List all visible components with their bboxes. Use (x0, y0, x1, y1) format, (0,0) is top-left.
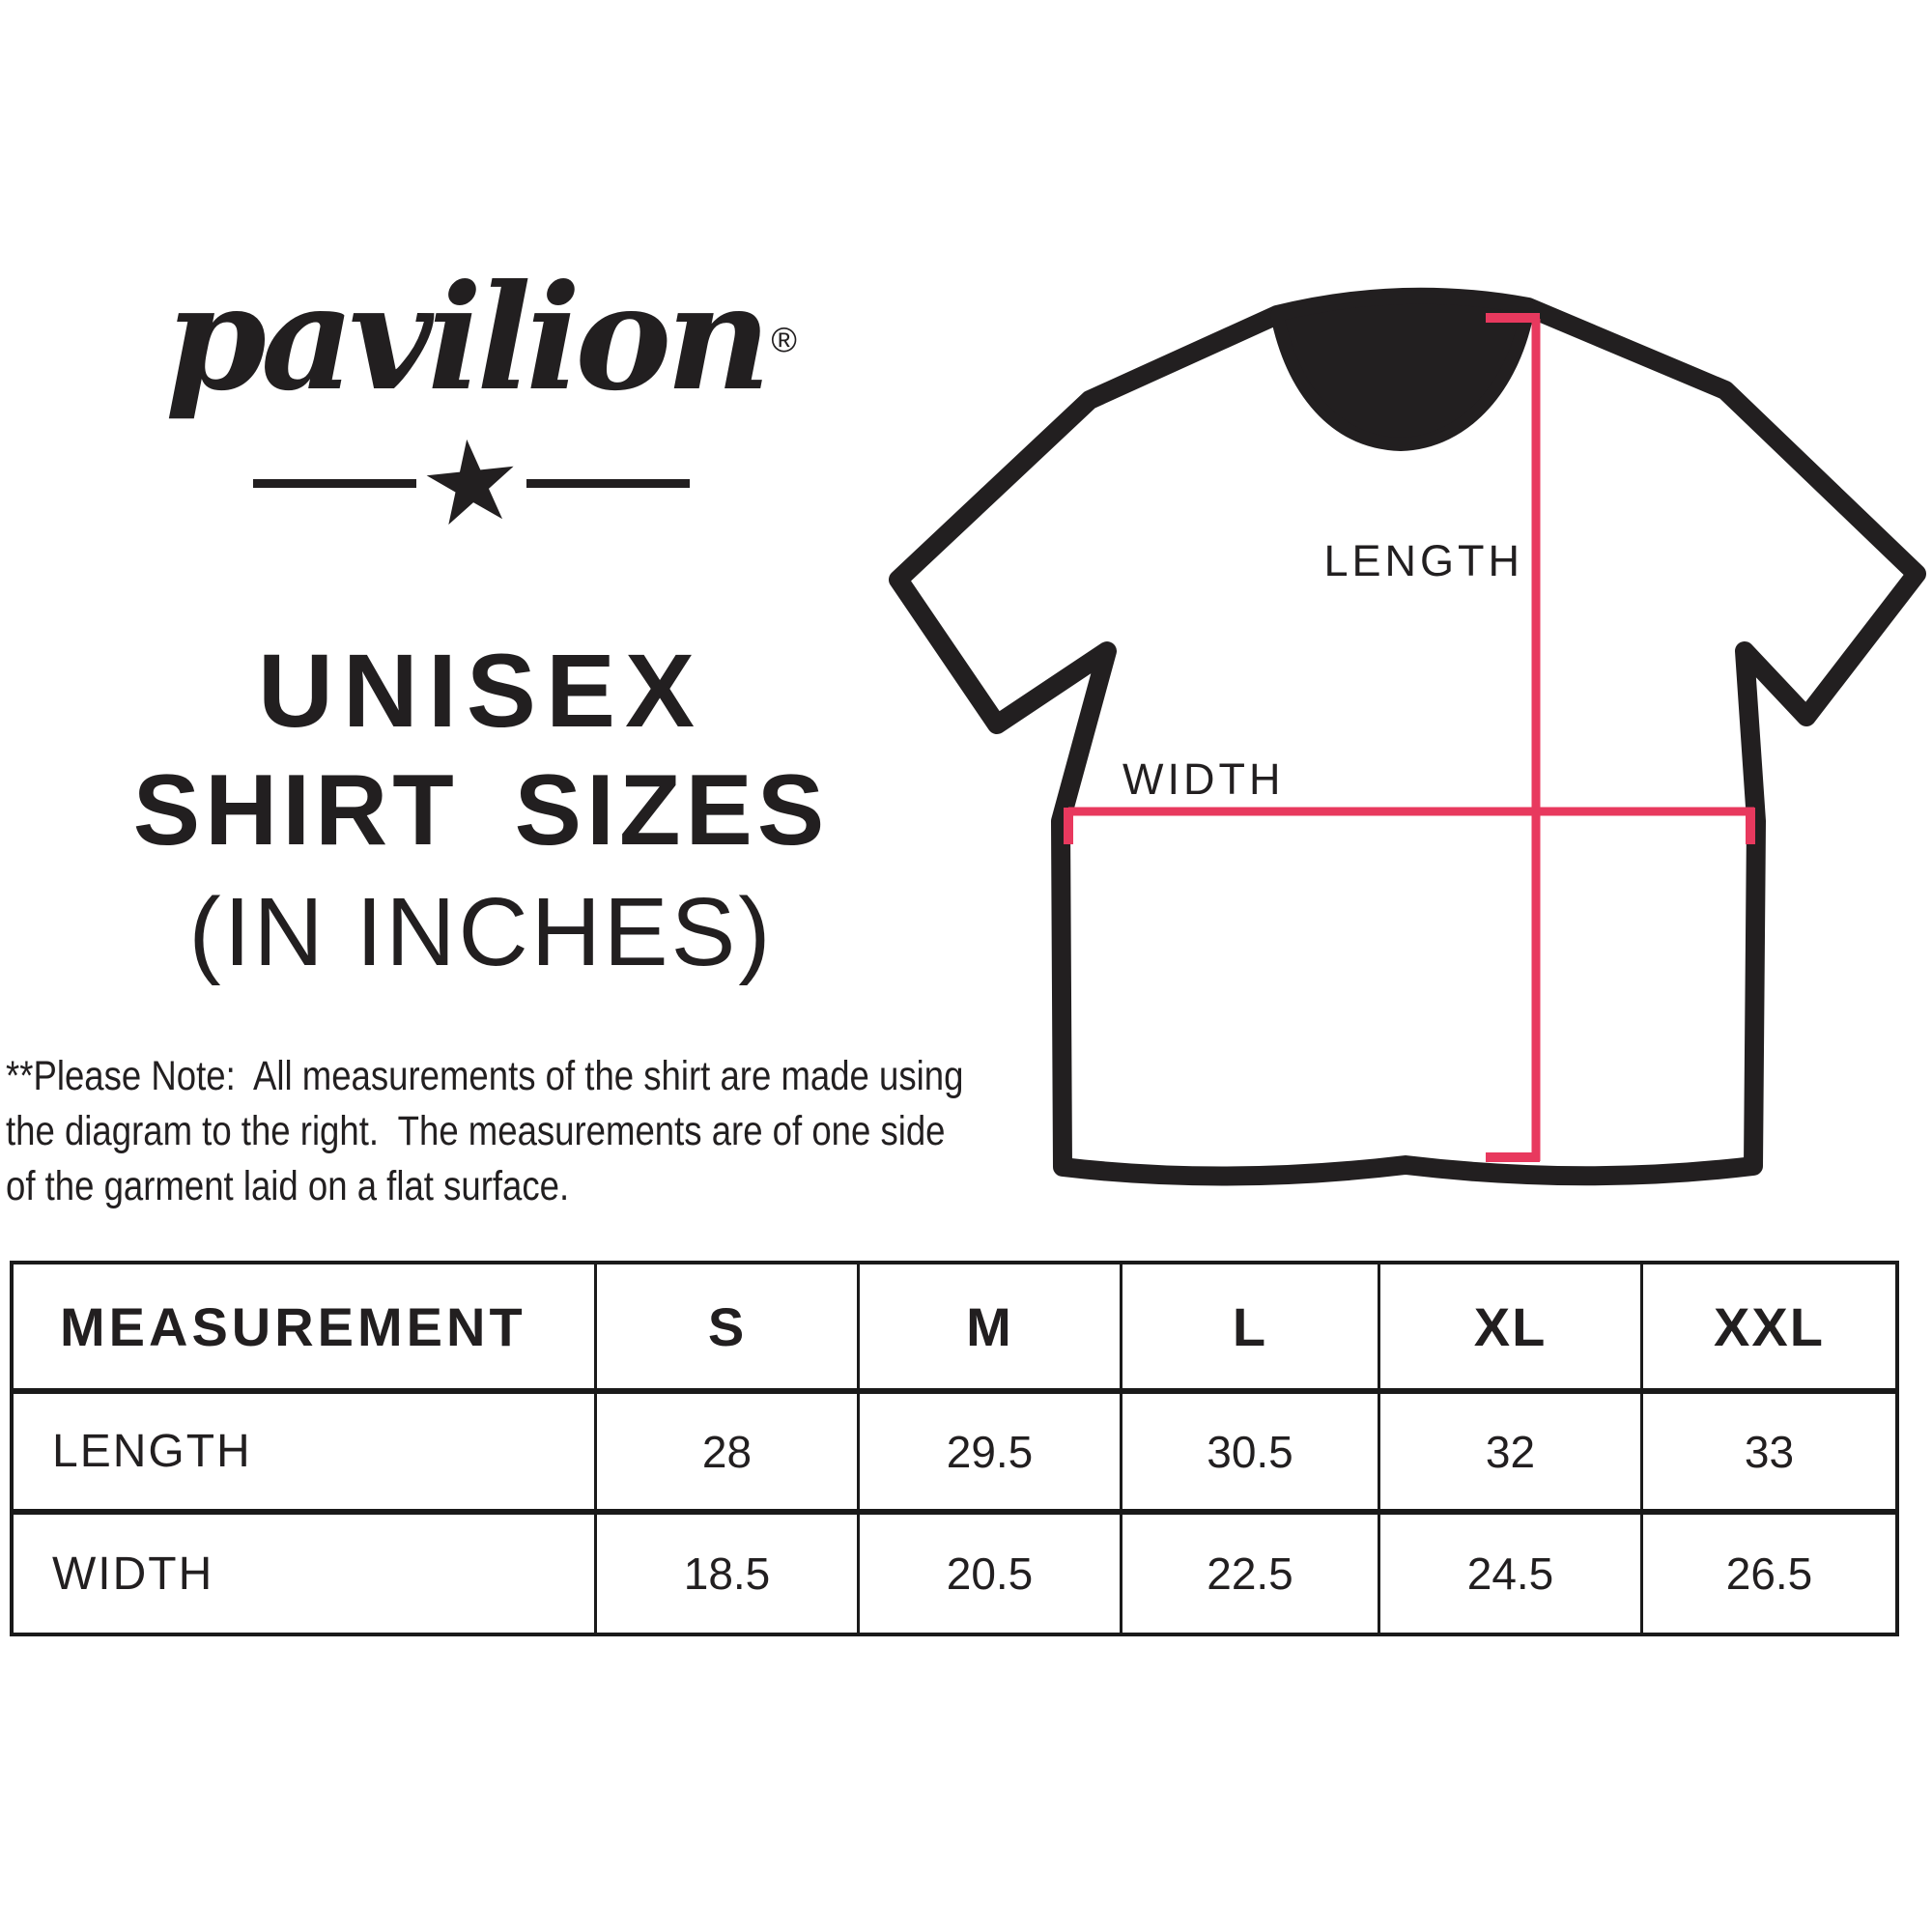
brand-name: pavilion (165, 253, 771, 423)
row-label-length: LENGTH (14, 1391, 594, 1512)
column-header-measurement: MEASUREMENT (14, 1264, 594, 1391)
size-table: MEASUREMENT S M L XL XXL LENGTH 28 29.5 … (10, 1261, 1899, 1636)
divider-line-right (526, 478, 691, 488)
brand-logo: pavilion ® (0, 259, 962, 418)
table-row-length: LENGTH 28 29.5 30.5 32 33 (14, 1391, 1895, 1512)
divider-line-left (253, 478, 417, 488)
table-header-row: MEASUREMENT S M L XL XXL (14, 1264, 1895, 1391)
table-cell: 28 (594, 1391, 857, 1512)
column-header-l: L (1120, 1264, 1378, 1391)
shirt-collar (1270, 290, 1535, 451)
column-header-m: M (857, 1264, 1120, 1391)
heading-shirt-sizes: SHIRT SIZES (132, 754, 830, 867)
table-cell: 22.5 (1120, 1512, 1378, 1633)
table-cell: 18.5 (594, 1512, 857, 1633)
table-cell: 20.5 (857, 1512, 1120, 1633)
table-cell: 30.5 (1120, 1391, 1378, 1512)
star-divider: ★ (253, 414, 691, 552)
column-header-s: S (594, 1264, 857, 1391)
note-text: **Please Note: All measurements of the s… (6, 1049, 991, 1214)
registered-mark: ® (771, 320, 797, 359)
table-cell: 24.5 (1378, 1512, 1640, 1633)
column-header-xl: XL (1378, 1264, 1640, 1391)
table-cell: 29.5 (857, 1391, 1120, 1512)
column-header-xxl: XXL (1640, 1264, 1895, 1391)
note-line: the diagram to the right. The measuremen… (6, 1108, 946, 1154)
length-label: LENGTH (1323, 536, 1523, 585)
table-cell: 26.5 (1640, 1512, 1895, 1633)
note-line: of the garment laid on a flat surface. (6, 1163, 570, 1209)
width-label: WIDTH (1122, 754, 1284, 804)
row-label-width: WIDTH (14, 1512, 594, 1633)
table-cell: 33 (1640, 1391, 1895, 1512)
heading-unisex: UNISEX (257, 632, 705, 749)
table-cell: 32 (1378, 1391, 1640, 1512)
heading-in-inches: (IN INCHES) (188, 878, 774, 986)
note-line: **Please Note: All measurements of the s… (6, 1053, 964, 1099)
table-row-width: WIDTH 18.5 20.5 22.5 24.5 26.5 (14, 1512, 1895, 1633)
